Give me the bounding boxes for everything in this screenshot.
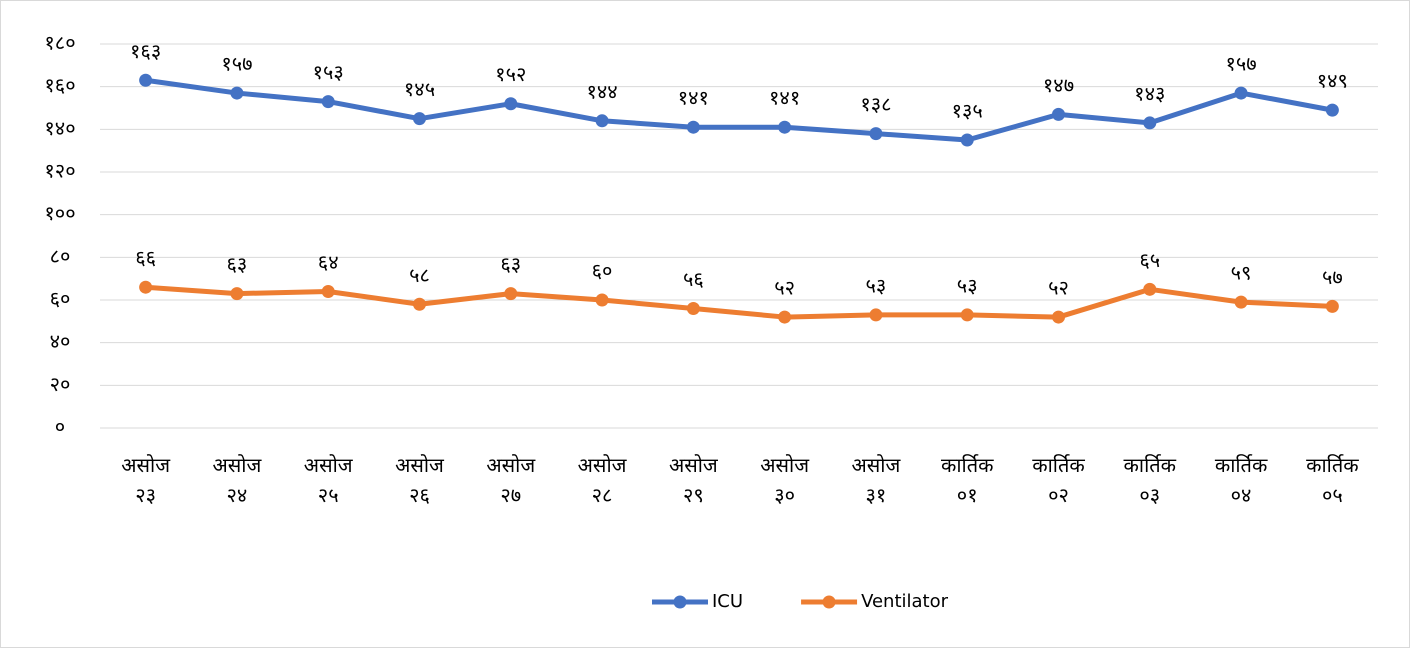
y-tick-label: १८० (44, 31, 75, 55)
data-label: १४३ (1134, 81, 1165, 105)
x-tick-label: असोज ३१ (852, 453, 902, 507)
data-point (595, 293, 609, 307)
data-point (1143, 282, 1157, 296)
y-tick-label: ६० (50, 287, 71, 311)
data-point (1052, 310, 1065, 324)
data-label: ५९ (1231, 261, 1252, 285)
data-label: ६३ (227, 252, 248, 276)
data-label: १३५ (952, 99, 983, 123)
data-label: १३८ (860, 92, 891, 116)
data-point (686, 302, 700, 316)
data-label: ५८ (409, 263, 430, 287)
data-point (321, 95, 335, 109)
data-point (960, 133, 974, 147)
x-tick-label: कार्तिक ०४ (1215, 453, 1268, 507)
data-label: १५७ (221, 52, 252, 76)
data-label: १५२ (495, 62, 526, 86)
data-label: ६४ (318, 250, 339, 274)
data-label: ६३ (500, 252, 521, 276)
data-point (869, 127, 883, 141)
data-point (1325, 103, 1339, 117)
data-point (778, 310, 792, 324)
data-point (1325, 299, 1339, 313)
data-point (1143, 116, 1157, 130)
data-point (869, 308, 883, 322)
data-point (1234, 86, 1248, 100)
data-label: ५२ (774, 276, 795, 300)
data-label: ६० (592, 259, 613, 283)
y-tick-label: ८० (50, 244, 71, 268)
data-label: ५६ (683, 267, 704, 291)
data-label: ५७ (1322, 265, 1343, 289)
data-point (230, 86, 244, 100)
y-tick-label: १६० (44, 73, 75, 97)
data-label: ६५ (1139, 248, 1160, 272)
data-point (321, 284, 335, 298)
y-tick-label: २० (50, 372, 71, 396)
data-point (960, 308, 974, 322)
data-label: १६३ (130, 39, 161, 63)
data-point (413, 112, 426, 126)
legend-marker (822, 595, 836, 609)
data-point (230, 287, 244, 301)
data-point (595, 114, 609, 128)
y-tick-label: १४० (44, 116, 75, 140)
y-tick-label: १०० (44, 201, 75, 225)
data-label: १४९ (1317, 69, 1348, 93)
data-label: ६६ (135, 246, 156, 270)
x-tick-label: असोज २९ (669, 453, 719, 507)
legend-label: ICU (712, 591, 743, 612)
data-label: १४४ (586, 79, 617, 103)
data-label: १४१ (678, 86, 709, 110)
x-tick-label: कार्तिक ०१ (941, 453, 994, 507)
data-label: ५३ (957, 273, 978, 297)
data-label: १४१ (769, 86, 800, 110)
data-point (139, 73, 153, 87)
x-tick-label: असोज २८ (578, 453, 628, 507)
data-label: १५३ (313, 60, 344, 84)
data-label: ५२ (1048, 276, 1069, 300)
series-line (143, 284, 1335, 320)
data-point (504, 287, 518, 301)
data-point (686, 120, 700, 134)
data-label: १४५ (404, 77, 435, 101)
data-label: ५३ (866, 273, 887, 297)
x-tick-label: कार्तिक ०५ (1306, 453, 1359, 507)
data-point (504, 97, 518, 111)
data-point (1052, 107, 1065, 121)
data-label: १५७ (1225, 52, 1256, 76)
x-tick-label: असोज २४ (213, 453, 263, 507)
x-tick-label: असोज २७ (486, 453, 536, 507)
x-tick-label: कार्तिक ०३ (1124, 453, 1177, 507)
data-point (778, 120, 792, 134)
series-line (143, 77, 1335, 143)
y-tick-label: ० (55, 415, 65, 439)
data-label: १४७ (1043, 73, 1074, 97)
x-tick-label: कार्तिक ०२ (1032, 453, 1085, 507)
x-tick-label: असोज २५ (304, 453, 354, 507)
data-point (413, 297, 426, 311)
x-tick-label: असोज ३० (760, 453, 810, 507)
data-point (1234, 295, 1248, 309)
y-tick-label: ४० (50, 329, 71, 353)
legend-marker (673, 595, 687, 609)
y-tick-label: १२० (44, 159, 75, 183)
legend-label: Ventilator (861, 591, 949, 612)
data-point (139, 280, 153, 294)
x-tick-label: असोज २६ (395, 453, 445, 507)
x-tick-label: असोज २३ (121, 453, 171, 507)
